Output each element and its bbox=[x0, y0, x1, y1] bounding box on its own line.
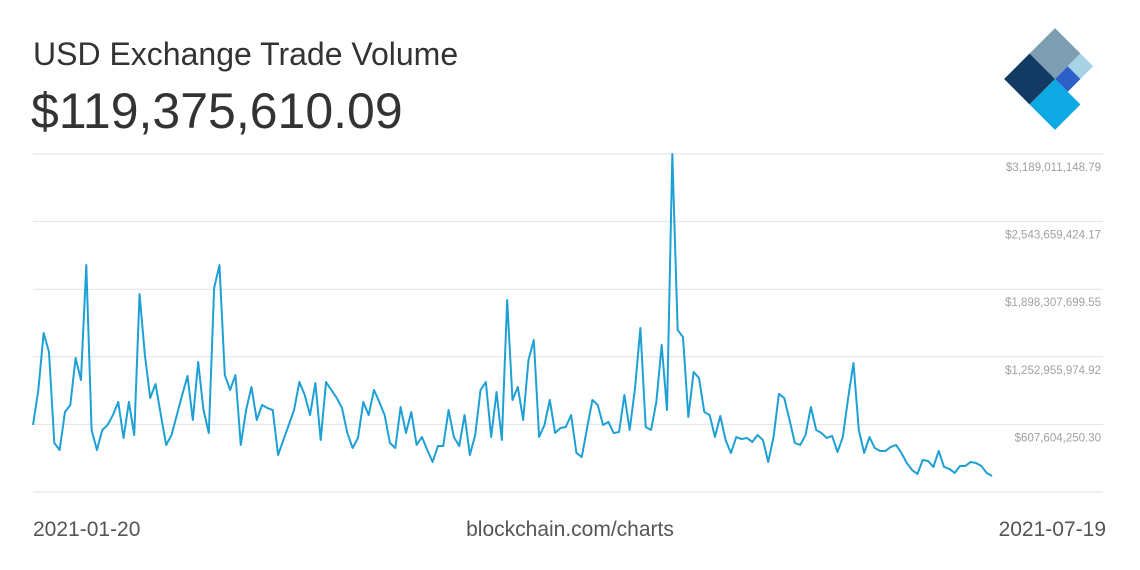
y-tick-label: $3,189,011,148.79 bbox=[1006, 162, 1101, 174]
y-tick-label: $1,252,955,974.92 bbox=[1005, 365, 1101, 377]
data-line bbox=[32, 153, 993, 477]
chart-subtitle: $119,375,610.09 bbox=[31, 83, 403, 139]
source: blockchain.com/charts bbox=[466, 518, 674, 541]
y-tick-label: $2,543,659,424.17 bbox=[1005, 230, 1101, 242]
logo-piece bbox=[1029, 79, 1081, 130]
logo bbox=[1004, 28, 1094, 130]
y-tick-label: $1,898,307,699.55 bbox=[1005, 297, 1101, 309]
x-axis-start: 2021-01-20 bbox=[33, 518, 140, 541]
logo-piece bbox=[1029, 28, 1081, 79]
x-axis-end: 2021-07-19 bbox=[999, 518, 1106, 541]
chart-title: USD Exchange Trade Volume bbox=[33, 36, 458, 72]
y-tick-label: $607,604,250.30 bbox=[1015, 432, 1101, 444]
